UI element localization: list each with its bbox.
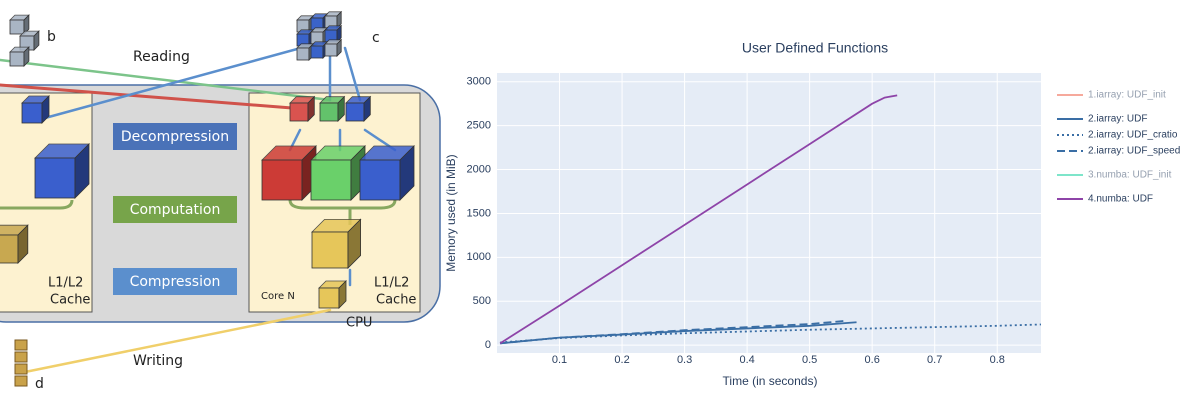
label-b: b (47, 29, 56, 45)
x-tick-label: 0.5 (802, 354, 817, 366)
y-tick-label: 500 (473, 295, 491, 307)
cache-right-2: Cache (376, 293, 416, 308)
cube-front (359, 159, 401, 201)
y-tick-label: 1000 (467, 251, 491, 263)
arrow (43, 38, 332, 120)
cube-front (324, 43, 338, 57)
x-tick-label: 0.7 (927, 354, 942, 366)
cube-side (23, 46, 30, 67)
brick (14, 351, 28, 363)
cube-front (261, 159, 303, 201)
chart-title: User Defined Functions (742, 40, 888, 56)
cube-side (347, 218, 362, 269)
x-tick-label: 0.6 (865, 354, 880, 366)
cube-front (311, 231, 349, 269)
cube-side (363, 95, 371, 122)
cube-side (33, 30, 40, 51)
arrow (343, 46, 362, 102)
y-tick-label: 3000 (467, 76, 491, 88)
legend-label: 2.iarray: UDF (1088, 114, 1147, 125)
cube-side (399, 145, 415, 201)
cube-side (336, 24, 342, 43)
brick (14, 375, 28, 387)
brick (14, 363, 28, 375)
merge-bracket-left (0, 199, 74, 210)
cube-front (21, 102, 43, 124)
decompression-box (113, 123, 237, 150)
y-tick-label: 1500 (467, 207, 491, 219)
label-d: d (35, 376, 44, 392)
label-c: c (372, 30, 380, 46)
cube-front (9, 19, 25, 35)
legend-label: 2.iarray: UDF_cratio (1088, 130, 1178, 141)
series-line (499, 94, 898, 345)
cube-side (17, 224, 29, 264)
cube-side (337, 95, 345, 122)
cube-side (338, 280, 347, 309)
decompression: Decompression (121, 129, 229, 145)
diagram: b c d Reading Writing Decompression Comp… (0, 10, 441, 392)
core-box-left (0, 92, 93, 313)
reading: Reading (133, 49, 190, 65)
arrow (0, 83, 294, 110)
series-line (500, 320, 845, 345)
arrow (23, 308, 332, 374)
cpu-label: CPU (346, 316, 372, 331)
y-tick-label: 0 (485, 339, 491, 351)
compression-box (113, 268, 237, 295)
computation-box (113, 196, 237, 223)
cube-front (310, 45, 324, 59)
core-box-right (248, 92, 421, 313)
brick (14, 339, 28, 351)
cube-side (336, 38, 342, 57)
compression: Compression (130, 274, 221, 290)
cube-front (318, 287, 340, 309)
cube-front (289, 102, 309, 122)
x-tick-label: 0.3 (677, 354, 692, 366)
core-label: Core N (261, 291, 295, 302)
cube-front (345, 102, 365, 122)
x-tick-label: 0.2 (614, 354, 629, 366)
y-tick-label: 2000 (467, 163, 491, 175)
legend-label: 3.numba: UDF_init (1088, 170, 1172, 181)
cube-side (336, 10, 342, 29)
cube-front (0, 234, 19, 264)
cube-side (74, 143, 90, 199)
x-tick-label: 0.8 (990, 354, 1005, 366)
x-axis-label: Time (in seconds) (723, 374, 818, 388)
x-tick-label: 0.1 (552, 354, 567, 366)
cache-left-1: L1/L2 (48, 276, 83, 291)
y-tick-label: 2500 (467, 120, 491, 132)
x-tick-label: 0.4 (739, 354, 754, 366)
cube-side (307, 95, 315, 122)
cube-front (34, 157, 76, 199)
cube-side (41, 95, 50, 124)
legend-label: 2.iarray: UDF_speed (1088, 146, 1180, 157)
y-axis-label: Memory used (in MiB) (445, 154, 458, 271)
legend-label: 1.iarray: UDF_init (1088, 90, 1166, 101)
cube-front (9, 51, 25, 67)
cache-right-1: L1/L2 (374, 276, 409, 291)
arrow (0, 58, 332, 102)
cube-front (319, 102, 339, 122)
writing: Writing (133, 353, 183, 369)
cache-left-2: Cache (50, 293, 90, 308)
cube-front (296, 47, 310, 61)
legend-label: 4.numba: UDF (1088, 194, 1153, 205)
cube-front (310, 159, 352, 201)
chart: User Defined Functions Time (in seconds)… (445, 40, 1180, 388)
cube-side (23, 14, 30, 35)
computation: Computation (130, 202, 221, 218)
